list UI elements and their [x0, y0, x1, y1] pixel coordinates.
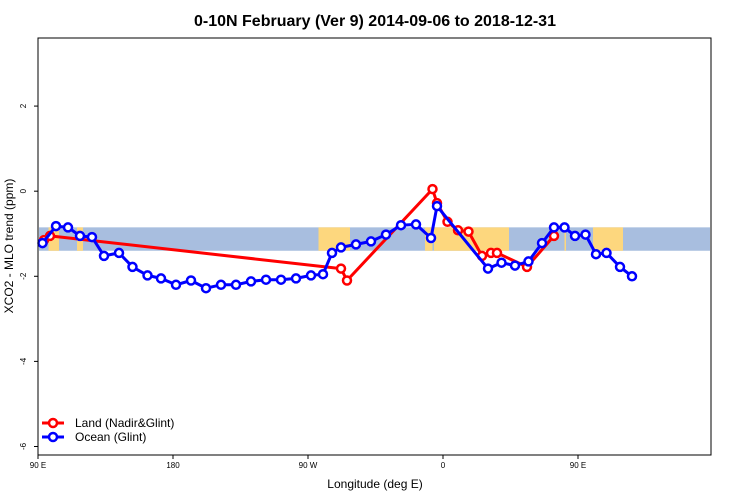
- land-patch: [593, 227, 623, 251]
- data-point: [395, 219, 407, 231]
- data-point: [380, 229, 392, 240]
- data-point: [155, 273, 167, 284]
- y-tick-label: 0: [19, 188, 28, 193]
- data-series: [37, 183, 638, 294]
- x-axis-label: Longitude (deg E): [327, 477, 422, 491]
- y-axis-label: XCO2 - MLO trend (ppm): [2, 179, 16, 314]
- legend-item: Land (Nadir&Glint): [42, 416, 174, 430]
- data-point: [215, 279, 227, 291]
- data-point: [491, 247, 503, 259]
- data-point: [614, 261, 626, 273]
- data-point: [317, 268, 329, 280]
- legend-item: Ocean (Glint): [42, 430, 146, 444]
- data-point: [463, 226, 474, 237]
- x-axis: 90 E 180 90 W 0 90 E: [30, 455, 586, 470]
- land-patch: [318, 227, 326, 251]
- data-point: [50, 220, 62, 232]
- y-tick-label: 2: [19, 103, 28, 108]
- data-point: [326, 247, 338, 259]
- data-point: [559, 222, 570, 233]
- data-point: [98, 250, 110, 262]
- data-point: [305, 270, 317, 281]
- y-tick-label: -2: [19, 272, 28, 280]
- data-point: [590, 248, 602, 260]
- data-point: [496, 257, 507, 268]
- data-point: [509, 260, 521, 271]
- series-ocean-glint: [37, 200, 638, 294]
- data-point: [62, 222, 74, 233]
- data-point: [601, 247, 612, 259]
- legend-marker: [47, 431, 59, 443]
- data-point: [86, 231, 98, 243]
- data-point: [626, 271, 638, 282]
- data-point: [113, 247, 125, 259]
- data-point: [290, 273, 302, 284]
- data-point: [536, 237, 548, 249]
- chart-title: 0-10N February (Ver 9) 2014-09-06 to 201…: [194, 13, 556, 30]
- legend-label: Land (Nadir&Glint): [75, 416, 174, 430]
- plot-frame: [37, 37, 712, 456]
- legend-marker: [47, 417, 59, 429]
- data-point: [427, 183, 438, 195]
- data-point: [245, 276, 257, 287]
- data-point: [410, 219, 422, 230]
- data-point: [365, 236, 377, 247]
- land-patch: [564, 227, 566, 251]
- data-point: [548, 222, 560, 233]
- data-point: [580, 229, 591, 240]
- legend: Land (Nadir&Glint)Ocean (Glint): [42, 416, 174, 444]
- data-point: [275, 274, 287, 285]
- data-point: [230, 279, 242, 291]
- data-point: [350, 239, 362, 250]
- data-point: [431, 200, 443, 212]
- x-tick-label: 90 E: [570, 461, 586, 470]
- data-point: [335, 263, 347, 274]
- data-point: [425, 232, 437, 244]
- data-point: [260, 274, 272, 285]
- data-point: [335, 242, 347, 253]
- y-tick-label: -4: [19, 357, 28, 365]
- data-point: [37, 237, 48, 249]
- x-tick-label: 180: [166, 461, 180, 470]
- y-tick-label: -6: [19, 442, 28, 450]
- data-point: [185, 275, 197, 286]
- data-point: [74, 230, 86, 242]
- data-point: [482, 263, 494, 274]
- data-point: [341, 275, 353, 286]
- data-point: [200, 282, 212, 294]
- x-tick-label: 90 W: [299, 461, 318, 470]
- x-tick-label: 0: [441, 461, 446, 470]
- data-point: [523, 256, 534, 267]
- data-point: [170, 279, 182, 291]
- y-axis: -6 -4 -2 0 2: [19, 103, 38, 450]
- data-point: [142, 270, 153, 281]
- data-point: [127, 261, 138, 273]
- x-tick-label: 90 E: [30, 461, 46, 470]
- data-point: [569, 230, 581, 242]
- legend-label: Ocean (Glint): [75, 430, 146, 444]
